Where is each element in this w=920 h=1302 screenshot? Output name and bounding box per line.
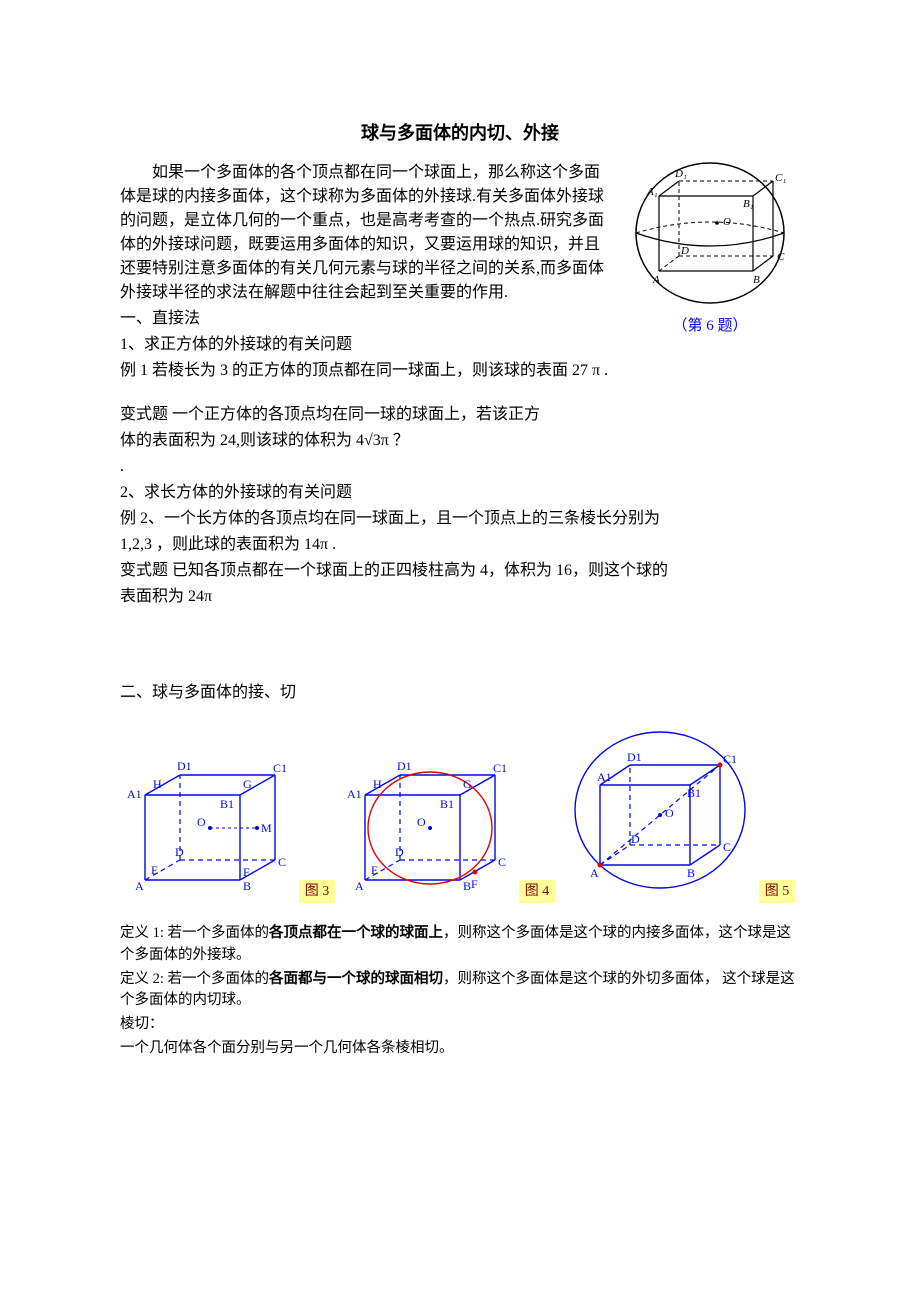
svg-text:A1: A1 bbox=[347, 787, 362, 801]
svg-text:O: O bbox=[197, 815, 206, 829]
figure-3-label: 图 3 bbox=[299, 880, 336, 903]
svg-text:D: D bbox=[175, 845, 184, 859]
figure-5: O A B C D A1 B1 C1 D1 图 5 bbox=[565, 725, 796, 903]
figure-4-label: 图 4 bbox=[519, 880, 556, 903]
example-1: 例 1 若棱长为 3 的正方体的顶点都在同一球面上，则该球的表面 27 π . bbox=[120, 359, 800, 383]
svg-text:B1: B1 bbox=[220, 797, 234, 811]
svg-text:F: F bbox=[243, 865, 250, 879]
example-2-suffix: . bbox=[328, 536, 336, 553]
figure-3: O M A B C D A1 B1 C1 D1 H G E F 图 3 bbox=[125, 740, 336, 903]
figure-4: O A B C D A1 B1 C1 D1 H G E F 图 4 bbox=[345, 740, 556, 903]
variant-1-suffix: ？ bbox=[389, 432, 409, 449]
svg-text:C: C bbox=[498, 855, 506, 869]
definition-2: 定义 2: 若一个多面体的各面都与一个球的球面相切，则称这个多面体是这个球的外切… bbox=[120, 969, 800, 1013]
svg-text:C1: C1 bbox=[273, 761, 287, 775]
def2-bold: 各面都与一个球的球面相切 bbox=[269, 971, 443, 987]
svg-text:A1: A1 bbox=[127, 787, 142, 801]
svg-text:C: C bbox=[723, 840, 731, 854]
sphere-cube-svg: O A B C D A₁ B₁ C₁ D₁ bbox=[625, 161, 795, 311]
variant-1-value: 4√3π bbox=[356, 432, 389, 449]
svg-text:B: B bbox=[753, 274, 760, 286]
def2-prefix: 定义 2: 若一个多面体的 bbox=[120, 971, 269, 987]
svg-text:D: D bbox=[395, 845, 404, 859]
svg-text:D1: D1 bbox=[397, 759, 412, 773]
svg-text:B₁: B₁ bbox=[743, 198, 754, 210]
svg-text:O: O bbox=[665, 806, 674, 820]
svg-text:B: B bbox=[463, 879, 471, 893]
svg-text:A: A bbox=[355, 879, 364, 893]
svg-text:M: M bbox=[261, 821, 272, 835]
svg-text:C: C bbox=[278, 855, 286, 869]
doc-title: 球与多面体的内切、外接 bbox=[120, 120, 800, 147]
def1-prefix: 定义 1: 若一个多面体的 bbox=[120, 925, 269, 941]
svg-text:A1: A1 bbox=[597, 770, 612, 784]
variant-2-line1: 变式题 已知各顶点都在一个球面上的正四棱柱高为 4，体积为 16，则这个球的 bbox=[120, 559, 800, 583]
variant-2-value: 24π bbox=[188, 588, 212, 605]
svg-text:C: C bbox=[777, 251, 785, 263]
svg-text:H: H bbox=[153, 777, 162, 791]
figure-6-caption: （第 6 题） bbox=[620, 315, 800, 338]
svg-text:D1: D1 bbox=[627, 750, 642, 764]
svg-text:G: G bbox=[463, 777, 472, 791]
svg-text:A: A bbox=[652, 274, 660, 286]
diagram-row: O M A B C D A1 B1 C1 D1 H G E F 图 3 bbox=[120, 725, 800, 903]
svg-text:O: O bbox=[723, 216, 731, 228]
edge-cut-heading: 棱切： bbox=[120, 1014, 800, 1036]
figure-6: O A B C D A₁ B₁ C₁ D₁ （第 6 题） bbox=[620, 161, 800, 338]
dot-line: . bbox=[120, 455, 800, 479]
variant-1-line2: 体的表面积为 24,则该球的体积为 4√3π ？ bbox=[120, 429, 800, 453]
section-2-heading: 二、球与多面体的接、切 bbox=[120, 681, 800, 705]
svg-text:O: O bbox=[417, 815, 426, 829]
svg-text:D: D bbox=[680, 245, 689, 257]
svg-text:H: H bbox=[373, 777, 382, 791]
cube-fig3-svg: O M A B C D A1 B1 C1 D1 H G E F bbox=[125, 740, 295, 895]
svg-text:D₁: D₁ bbox=[674, 168, 687, 180]
figure-5-label: 图 5 bbox=[759, 880, 796, 903]
page-container: 球与多面体的内切、外接 O A B C D A₁ bbox=[0, 0, 920, 1122]
cube-fig4-svg: O A B C D A1 B1 C1 D1 H G E F bbox=[345, 740, 515, 895]
svg-text:A: A bbox=[590, 866, 599, 880]
variant-1-line1: 变式题 一个正方体的各顶点均在同一球的球面上，若该正方 bbox=[120, 403, 800, 427]
svg-text:E: E bbox=[151, 863, 158, 877]
svg-text:F: F bbox=[471, 877, 478, 891]
svg-text:B: B bbox=[687, 866, 695, 880]
definition-1: 定义 1: 若一个多面体的各顶点都在一个球的球面上，则称这个多面体是这个球的内接… bbox=[120, 923, 800, 967]
svg-text:B1: B1 bbox=[687, 786, 701, 800]
svg-text:B1: B1 bbox=[440, 797, 454, 811]
example-2-value: 14π bbox=[304, 536, 328, 553]
svg-text:D: D bbox=[631, 832, 640, 846]
svg-text:C1: C1 bbox=[723, 752, 737, 766]
section-1-sub2: 2、求长方体的外接球的有关问题 bbox=[120, 481, 800, 505]
svg-text:D1: D1 bbox=[177, 759, 192, 773]
svg-text:C₁: C₁ bbox=[775, 172, 786, 184]
svg-text:A₁: A₁ bbox=[646, 186, 658, 198]
def1-bold: 各顶点都在一个球的球面上 bbox=[269, 925, 443, 941]
svg-text:C1: C1 bbox=[493, 761, 507, 775]
cube-fig5-svg: O A B C D A1 B1 C1 D1 bbox=[565, 725, 755, 895]
svg-text:G: G bbox=[243, 777, 252, 791]
example-2-line1: 例 2、一个长方体的各顶点均在同一球面上，且一个顶点上的三条棱长分别为 bbox=[120, 507, 800, 531]
variant-2-prefix: 表面积为 bbox=[120, 588, 188, 605]
svg-text:E: E bbox=[371, 863, 378, 877]
svg-text:B: B bbox=[243, 879, 251, 893]
variant-2-line2: 表面积为 24π bbox=[120, 585, 800, 609]
example-2-line2: 1,2,3 ，则此球的表面积为 14π . bbox=[120, 533, 800, 557]
edge-cut-body: 一个几何体各个面分别与另一个几何体各条棱相切。 bbox=[120, 1038, 800, 1060]
variant-1-prefix: 体的表面积为 24,则该球的体积为 bbox=[120, 432, 356, 449]
svg-text:A: A bbox=[135, 879, 144, 893]
example-2-prefix: 1,2,3 ，则此球的表面积为 bbox=[120, 536, 304, 553]
